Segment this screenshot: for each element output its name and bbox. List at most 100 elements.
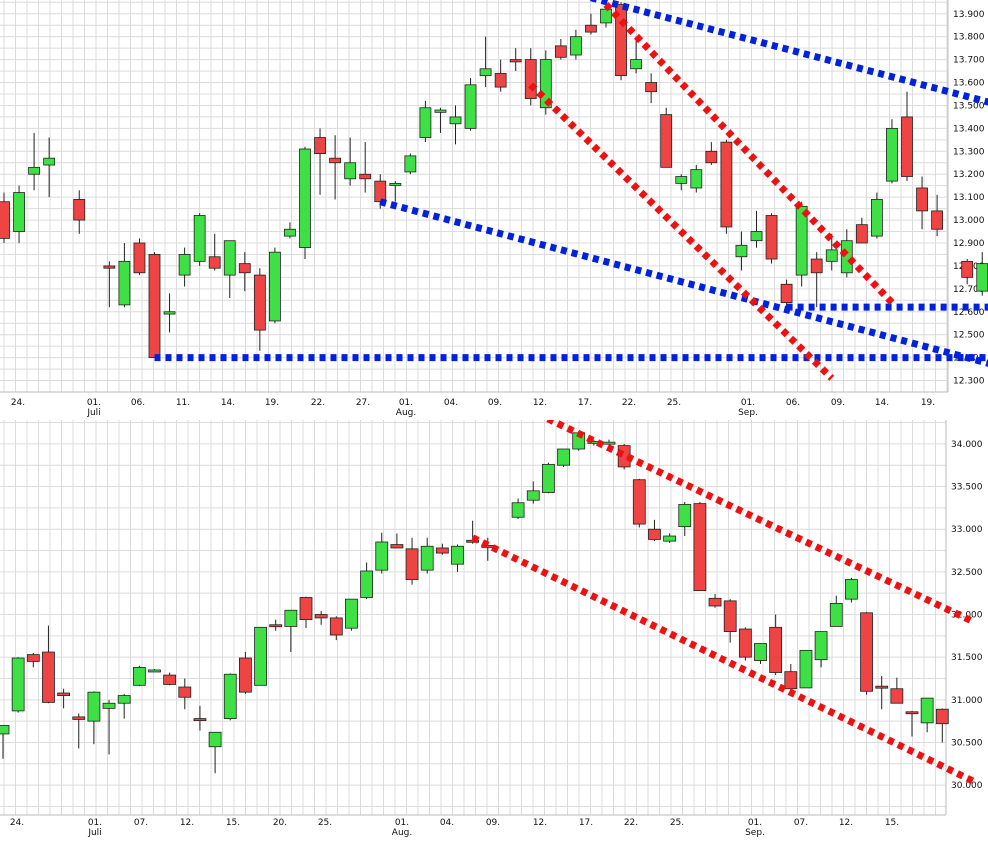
candle-body	[118, 260, 131, 306]
candle-body	[102, 702, 116, 709]
x-tick-label: 07.	[134, 818, 148, 828]
y-tick-label: 13.000	[953, 216, 985, 226]
candle-body	[784, 671, 798, 690]
candle-body	[464, 84, 477, 129]
x-tick-label: 12.	[533, 818, 547, 828]
candle-body	[720, 141, 733, 228]
candle-body	[935, 708, 949, 725]
candle-body	[916, 187, 928, 212]
candle-body	[645, 82, 658, 93]
candle-body	[299, 148, 311, 248]
candle-body	[163, 674, 177, 685]
candle-body	[359, 173, 372, 180]
candle-body	[693, 503, 707, 592]
candle-body	[208, 256, 221, 269]
x-tick-label: 22.	[311, 398, 325, 408]
x-tick-label: 06.	[786, 398, 800, 408]
candle-body	[511, 502, 525, 518]
candle-body	[0, 725, 10, 735]
candle-body	[829, 603, 843, 627]
candle-body	[976, 263, 988, 292]
candle-body	[886, 127, 898, 182]
x-tick-label: 27.	[356, 398, 370, 408]
candle-body	[374, 180, 387, 203]
candle-body	[524, 59, 537, 99]
candle-body	[795, 205, 808, 276]
red-trend-line	[471, 534, 975, 785]
x-tick-label: 14.	[875, 398, 889, 408]
candle-body	[148, 254, 161, 359]
x-tick-label: 01.	[399, 398, 413, 408]
x-tick-month: Juli	[86, 408, 100, 418]
candle-body	[663, 535, 676, 542]
candles	[0, 0, 988, 359]
candle-body	[0, 201, 10, 239]
x-tick-label: 17.	[579, 818, 593, 828]
candle-body	[72, 716, 86, 720]
x-tick-label: 20.	[273, 818, 287, 828]
y-tick-label: 13.600	[953, 79, 985, 89]
candle-body	[375, 541, 389, 571]
x-tick-label: 01.	[87, 398, 101, 408]
x-tick-label: 04.	[444, 398, 458, 408]
candle-body	[42, 651, 55, 703]
x-tick-label: 12.	[839, 818, 853, 828]
candle-body	[238, 263, 251, 274]
candle-body	[345, 598, 358, 629]
candle-body	[615, 4, 627, 77]
candle-body	[148, 669, 161, 673]
y-tick-label: 33.000	[951, 525, 983, 535]
red-trend-line	[603, 2, 895, 306]
x-tick-month: Juli	[87, 828, 101, 838]
y-tick-label: 13.300	[953, 147, 985, 157]
candle-body	[238, 657, 252, 693]
candle-body	[434, 109, 447, 113]
x-tick-month: Aug.	[392, 828, 412, 838]
candle-body	[420, 545, 434, 571]
candle-body	[526, 490, 540, 501]
candle-body	[905, 711, 919, 715]
x-tick-label: 09.	[831, 398, 845, 408]
candle-body	[630, 59, 642, 70]
x-tick-month: Aug.	[396, 408, 416, 418]
candle-body	[585, 24, 597, 33]
candle-body	[509, 59, 522, 63]
x-tick-label: 25.	[667, 398, 681, 408]
candle-body	[117, 695, 131, 704]
red-trend-line	[542, 420, 975, 625]
candle-body	[554, 45, 567, 58]
candle-body	[799, 649, 813, 689]
candle-body	[405, 548, 419, 580]
x-tick-label: 12.	[180, 818, 194, 828]
x-tick-label: 19.	[265, 398, 279, 408]
candle-body	[73, 199, 86, 221]
x-tick-label: 25.	[318, 818, 332, 828]
candle-body	[648, 528, 661, 540]
candle-body	[765, 215, 778, 260]
candle-body	[855, 224, 868, 244]
grid	[0, 420, 946, 815]
candle-body	[419, 107, 432, 138]
candle-body	[479, 68, 492, 77]
y-tick-label: 13.800	[953, 33, 985, 43]
y-tick-label: 13.900	[953, 10, 985, 20]
y-tick-label: 31.000	[951, 696, 983, 706]
y-tick-label: 13.400	[953, 124, 985, 134]
index-chart-bottom: 30.00030.50031.00031.50032.00032.50033.0…	[0, 420, 983, 838]
red-trend-line	[528, 82, 835, 381]
candle-body	[542, 463, 555, 493]
y-tick-label: 33.500	[951, 483, 983, 493]
candle-body	[269, 624, 283, 628]
x-tick-label: 06.	[131, 398, 145, 408]
x-tick-label: 04.	[440, 818, 454, 828]
candle-body	[57, 692, 70, 696]
candle-body	[43, 157, 56, 166]
y-tick-label: 31.500	[951, 653, 983, 663]
x-tick-label: 01.	[748, 818, 762, 828]
candle-body	[223, 673, 237, 719]
candle-body	[132, 667, 146, 686]
candle-body	[494, 72, 507, 88]
x-tick-label: 22.	[624, 818, 638, 828]
candle-body	[178, 254, 191, 276]
candle-body	[449, 116, 462, 125]
